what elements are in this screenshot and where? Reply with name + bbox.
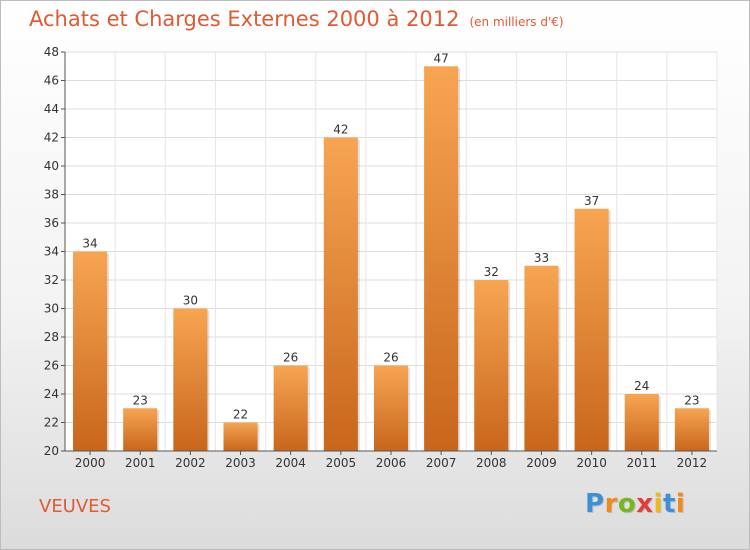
x-tick-label: 2004: [275, 456, 306, 470]
bar: [574, 208, 609, 451]
y-tick-label: 24: [44, 387, 59, 401]
x-tick-label: 2007: [426, 456, 457, 470]
y-tick-label: 28: [44, 330, 59, 344]
bar: [223, 422, 258, 451]
data-label: 34: [82, 237, 97, 251]
bar: [273, 365, 308, 451]
x-tick-label: 2003: [225, 456, 256, 470]
x-tick-label: 2012: [677, 456, 708, 470]
y-tick-label: 48: [44, 45, 59, 59]
data-label: 26: [383, 351, 398, 365]
data-label: 23: [133, 393, 148, 407]
data-label: 30: [183, 294, 198, 308]
y-tick-label: 34: [44, 245, 59, 259]
data-label: 37: [584, 194, 599, 208]
y-tick-label: 22: [44, 416, 59, 430]
logo-letter: i: [675, 489, 686, 519]
data-label: 22: [233, 408, 248, 422]
data-label: 47: [434, 51, 449, 65]
commune-name: VEUVES: [39, 496, 111, 517]
x-tick-label: 2010: [576, 456, 607, 470]
data-label: 42: [333, 123, 348, 137]
y-tick-label: 32: [44, 273, 59, 287]
bar: [173, 308, 208, 451]
data-label: 32: [484, 265, 499, 279]
x-tick-label: 2005: [326, 456, 357, 470]
y-tick-label: 26: [44, 359, 59, 373]
y-tick-label: 40: [44, 159, 59, 173]
y-tick-label: 38: [44, 188, 59, 202]
bar: [474, 280, 509, 451]
y-tick-label: 42: [44, 131, 59, 145]
x-tick-label: 2000: [75, 456, 106, 470]
bar: [624, 394, 659, 451]
bar: [373, 365, 409, 451]
logo-letter: t: [662, 489, 676, 519]
x-tick-label: 2006: [376, 456, 407, 470]
x-tick-label: 2009: [526, 456, 557, 470]
bar: [323, 137, 358, 451]
x-tick-label: 2002: [175, 456, 206, 470]
bar: [123, 408, 158, 451]
axes: [61, 51, 717, 455]
bars: [73, 66, 711, 451]
y-tick-label: 44: [44, 102, 59, 116]
y-tick-label: 20: [44, 444, 59, 458]
bar: [674, 408, 709, 451]
data-label: 26: [283, 351, 298, 365]
bar: [73, 251, 108, 451]
y-tick-label: 46: [44, 74, 59, 88]
x-tick-label: 2008: [476, 456, 507, 470]
logo-letter: o: [617, 489, 637, 519]
logo-letter: x: [636, 489, 654, 519]
chart-unit-label: (en milliers d'€): [469, 15, 564, 29]
data-label: 23: [684, 393, 699, 407]
y-tick-label: 36: [44, 216, 59, 230]
logo-letter: r: [604, 489, 618, 519]
proxiti-logo: Proxiti: [585, 489, 685, 519]
logo-letter: P: [585, 489, 605, 519]
chart-title-text: Achats et Charges Externes 2000 à 2012: [29, 7, 460, 31]
bar: [524, 265, 559, 451]
data-label: 24: [634, 379, 649, 393]
chart-title: Achats et Charges Externes 2000 à 2012 (e…: [29, 7, 564, 31]
labels: 20 22 24 26 28 30 32 34 36 38 40 42 44 46 48 34 2000 23 20…: [44, 45, 707, 470]
x-tick-label: 2011: [626, 456, 657, 470]
x-tick-label: 2001: [125, 456, 156, 470]
data-label: 33: [534, 251, 549, 265]
bar: [424, 66, 459, 451]
logo-letter: i: [653, 489, 663, 519]
y-tick-label: 30: [44, 302, 59, 316]
